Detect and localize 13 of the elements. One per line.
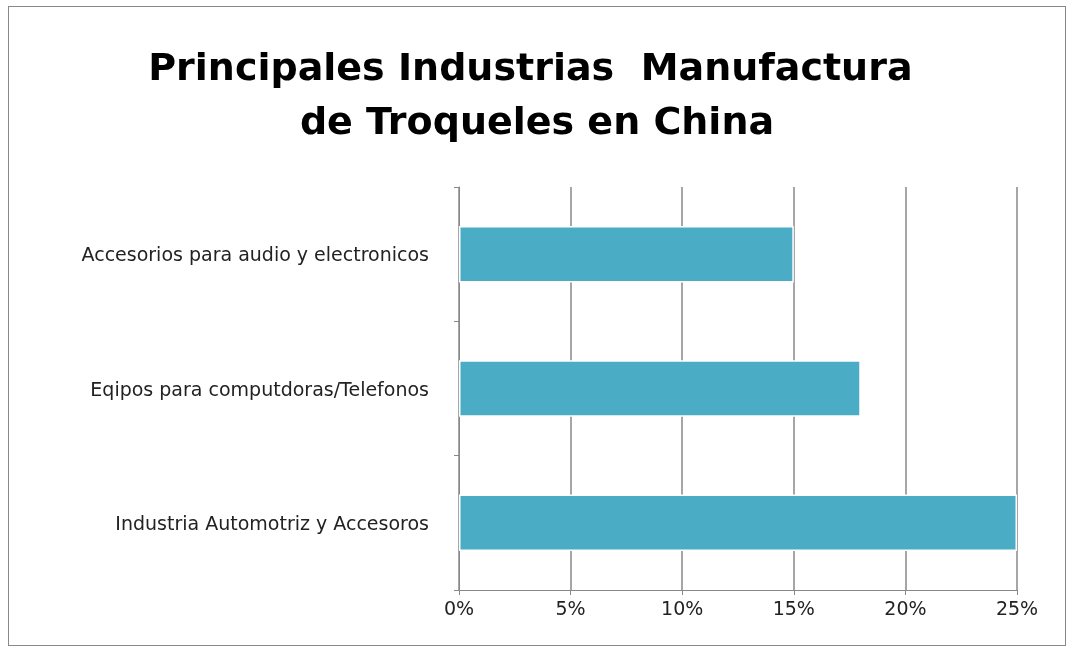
y-tick-label: Accesorios para audio y electronicos: [81, 243, 429, 266]
x-tick-label: 20%: [884, 596, 927, 619]
bar: [459, 360, 861, 417]
x-tick-label: 0%: [443, 596, 475, 619]
x-tick-label: 5%: [555, 596, 586, 619]
y-tick-label: Industria Automotriz y Accesoros: [115, 511, 429, 534]
y-tick-label: Eqipos para computdoras/Telefonos: [90, 377, 429, 400]
x-tick-label: 25%: [995, 596, 1039, 619]
chart-title: Principales Industrias Manufactura de Troqueles en China: [148, 45, 926, 143]
bar: [459, 225, 794, 283]
x-tick-label: 10%: [661, 596, 704, 619]
bar: [459, 494, 1017, 552]
x-tick-label: 15%: [772, 596, 815, 619]
